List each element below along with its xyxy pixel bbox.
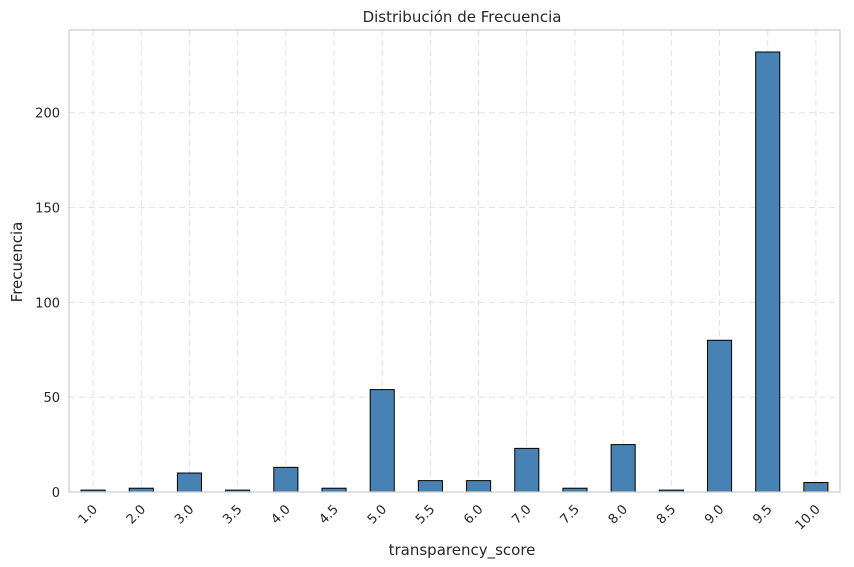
bar — [369, 389, 395, 493]
plot-frame — [68, 29, 841, 493]
chart-title: Distribución de Frecuencia — [363, 8, 562, 26]
bar — [273, 466, 299, 493]
bar — [514, 447, 540, 493]
bar — [176, 472, 203, 493]
y-tick-label: 150 — [35, 202, 60, 217]
grid-lines — [69, 30, 840, 493]
bar — [610, 444, 636, 493]
bars — [80, 51, 829, 493]
bar — [417, 480, 443, 493]
y-tick-label: 200 — [35, 107, 60, 122]
bar — [466, 480, 492, 493]
bar — [803, 482, 829, 493]
y-tick-labels: 0 50 100 150 200 — [35, 107, 60, 501]
y-axis-label: Frecuencia — [8, 222, 26, 303]
x-axis-label: transparency_score — [389, 541, 536, 560]
y-tick-label: 0 — [52, 486, 60, 501]
bar — [755, 51, 781, 493]
y-tick-label: 100 — [35, 296, 60, 311]
y-tick-label: 50 — [43, 391, 60, 406]
bar — [706, 339, 733, 493]
